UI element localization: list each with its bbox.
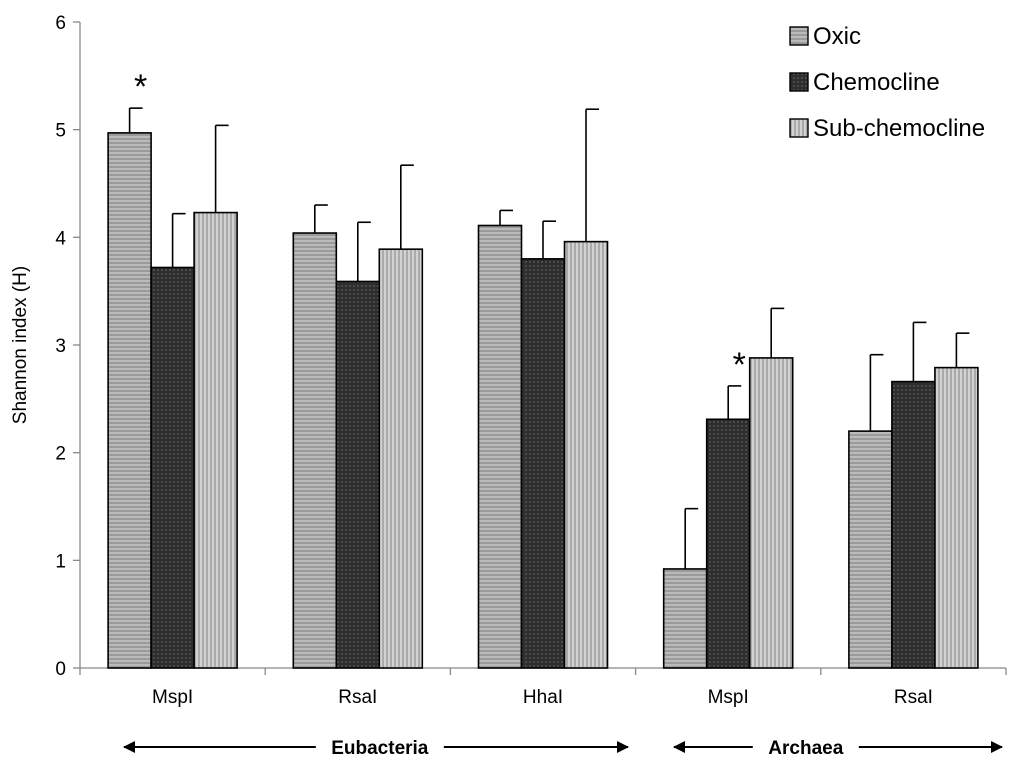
legend-label: Sub-chemocline <box>813 115 985 142</box>
x-tick-labels: MspI RsaI HhaI MspI RsaI <box>152 687 933 708</box>
significance-asterisk: * <box>134 68 147 106</box>
y-tick-label: 0 <box>55 659 66 680</box>
group-arrows: Eubacteria Archaea <box>123 738 1003 759</box>
bar-chemocline-3 <box>705 418 751 669</box>
annotations-layer: ** <box>134 68 746 384</box>
y-axis-label: Shannon index (H) <box>10 266 31 424</box>
y-tick-label: 2 <box>55 444 66 465</box>
bars-layer <box>107 132 979 669</box>
y-tick-label: 5 <box>55 121 66 142</box>
legend-swatch <box>789 26 809 46</box>
bar-chemocline-0 <box>150 266 195 669</box>
bar-oxic-2 <box>477 224 523 669</box>
legend-label: Chemocline <box>813 69 940 96</box>
group-label: Archaea <box>768 738 843 759</box>
bar-oxic-1 <box>292 232 338 669</box>
bar-chemocline-1 <box>335 280 381 669</box>
x-tick-label: HhaI <box>523 687 563 708</box>
y-tick-label: 3 <box>55 336 66 357</box>
y-tick-label: 1 <box>55 551 66 572</box>
bar-oxic-4 <box>848 430 893 669</box>
y-tick-label: 6 <box>55 13 66 34</box>
bar-sub-chemocline-2 <box>563 240 609 669</box>
bar-oxic-3 <box>662 568 708 669</box>
legend: Oxic Chemocline Sub-chemocline <box>789 23 985 142</box>
bar-sub-chemocline-4 <box>934 366 979 669</box>
legend-label: Oxic <box>813 23 861 50</box>
x-tick-label: MspI <box>708 687 749 708</box>
legend-swatch <box>789 72 809 92</box>
error-bars-layer <box>128 107 970 569</box>
group-label: Eubacteria <box>331 738 429 759</box>
legend-swatch <box>789 118 809 138</box>
bar-oxic-0 <box>107 132 152 669</box>
bar-chemocline-4 <box>891 380 936 669</box>
y-tick-labels: 0 1 2 3 4 5 6 <box>55 13 66 680</box>
significance-asterisk: * <box>733 346 746 384</box>
x-tick-label: MspI <box>152 687 193 708</box>
x-tick-label: RsaI <box>338 687 377 708</box>
y-tick-label: 4 <box>55 228 66 249</box>
bar-sub-chemocline-0 <box>193 211 238 669</box>
bar-sub-chemocline-3 <box>748 357 794 669</box>
x-tick-label: RsaI <box>894 687 933 708</box>
bar-sub-chemocline-1 <box>378 248 424 669</box>
bar-chemocline-2 <box>520 258 566 669</box>
